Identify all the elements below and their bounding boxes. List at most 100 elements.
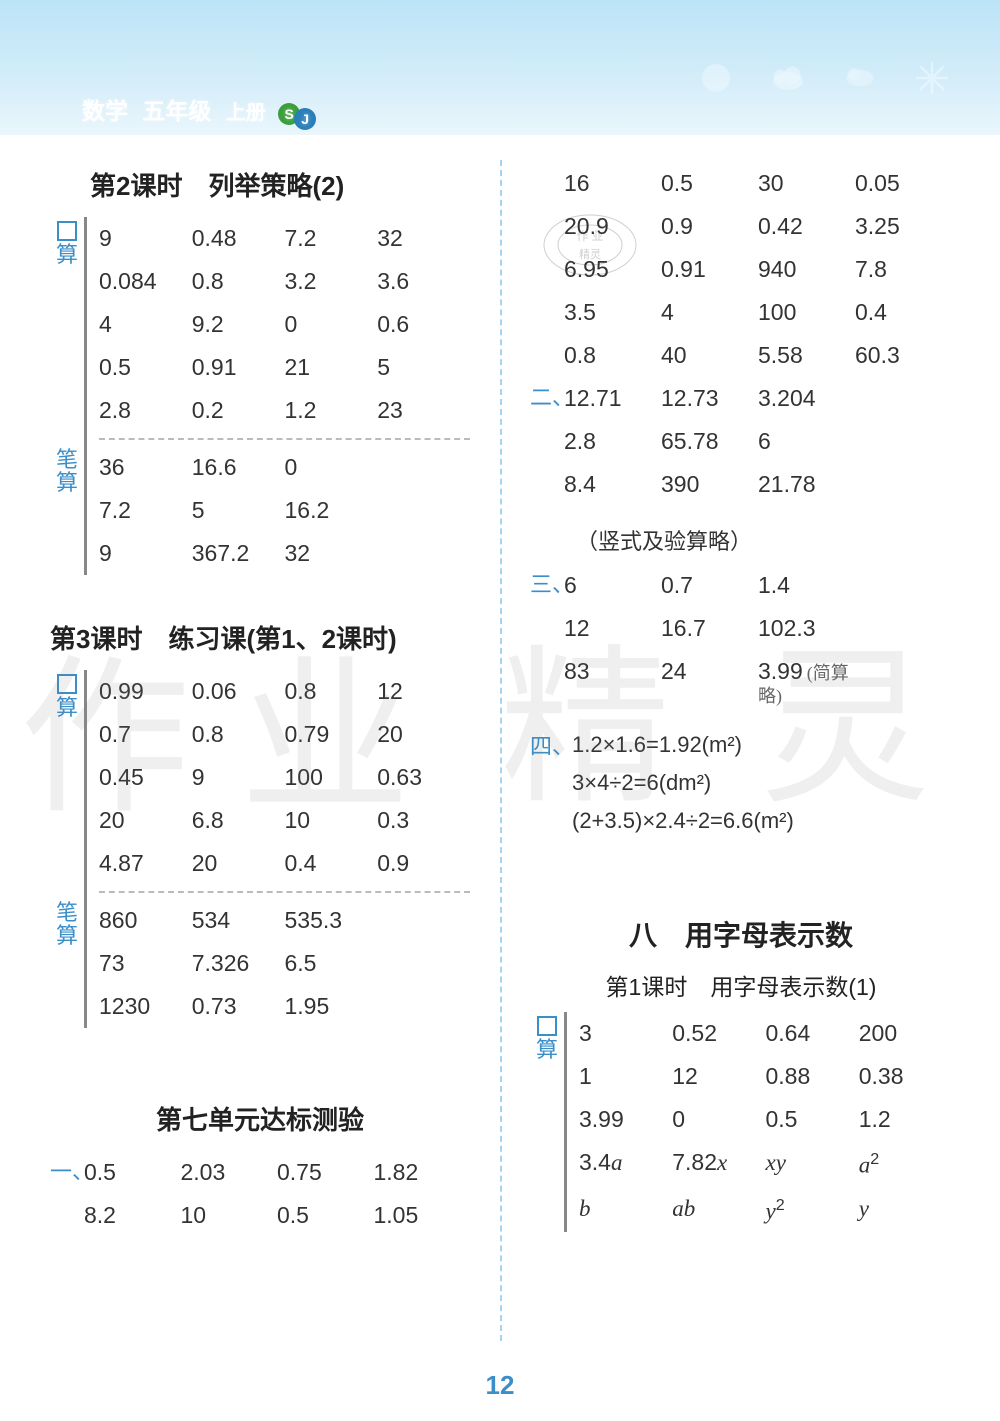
kousuan-label: 算 (50, 217, 84, 446)
question-2-block: 二、 12.7112.733.204 2.865.786 8.439021.78 (530, 377, 952, 506)
cell: 3.204 (758, 387, 855, 410)
cell: 200 (859, 1022, 952, 1045)
unit7-q1-block: 一、 0.52.030.751.82 8.2100.51.05 (50, 1151, 470, 1237)
cell: 8.2 (84, 1204, 181, 1227)
cell: 2.8 (99, 399, 192, 422)
bisuan-label: 笔 算 (50, 899, 84, 1028)
cell: 9 (192, 766, 285, 789)
cell: 100 (758, 301, 855, 324)
cell: 0.79 (285, 723, 378, 746)
table-row: 83243.99(简算略) (564, 650, 952, 716)
question-4-equations: 1.2×1.6=1.92(m²) 3×4÷2=6(dm²) (2+3.5)×2.… (564, 726, 952, 840)
lesson2-title: 第2课时 列举策略(2) (50, 166, 470, 203)
table-row: 0.50.91215 (99, 346, 470, 389)
cell: 7.326 (192, 952, 285, 975)
table-row: 860534535.3 (99, 899, 470, 942)
cell (855, 430, 952, 453)
table-row: 6.950.919407.8 (564, 248, 952, 291)
bisuan-char2: 算 (56, 471, 78, 494)
cell: 0.8 (564, 344, 661, 367)
cloud-icon (770, 60, 806, 96)
table-row: 0.0840.83.23.6 (99, 260, 470, 303)
cell: 0.5 (661, 172, 758, 195)
cell: 16.6 (192, 456, 285, 479)
cell: 83 (564, 660, 661, 706)
cell: 1.82 (374, 1161, 471, 1184)
cell: 0.5 (99, 356, 192, 379)
cell: 0.73 (192, 995, 285, 1018)
table-row: 30.520.64200 (579, 1012, 952, 1055)
unit7-q1-grid: 0.52.030.751.82 8.2100.51.05 (84, 1151, 470, 1237)
cell: 1.2 (859, 1108, 952, 1131)
cell: 40 (661, 344, 758, 367)
lesson3-kousuan-block: 算 0.990.060.812 0.70.80.7920 0.4591000.6… (50, 670, 470, 899)
table-row: 9367.232 (99, 532, 470, 575)
cell: 0.48 (192, 227, 285, 250)
kousuan-char: 算 (56, 696, 78, 719)
box-icon (57, 221, 77, 241)
cell: 20 (192, 852, 285, 875)
question-2-grid: 12.7112.733.204 2.865.786 8.439021.78 (564, 377, 952, 506)
cell: 0.8 (192, 270, 285, 293)
unit8-lesson1-title: 第1课时 用字母表示数(1) (530, 968, 952, 1002)
cell: 4.87 (99, 852, 192, 875)
cell: 12 (672, 1065, 765, 1088)
table-row: 0.52.030.751.82 (84, 1151, 470, 1194)
equation-line: 1.2×1.6=1.92(m²) (564, 726, 952, 764)
cell: a2 (859, 1151, 952, 1177)
cell: 1230 (99, 995, 192, 1018)
question-3-grid: 60.71.4 1216.7102.3 83243.99(简算略) (564, 564, 952, 716)
cell: 16 (564, 172, 661, 195)
cell: 21.78 (758, 473, 855, 496)
cell-value: 3.99 (758, 658, 803, 684)
cell: 20 (99, 809, 192, 832)
table-row: 3.9900.51.2 (579, 1098, 952, 1141)
box-icon (57, 674, 77, 694)
cell: 5 (192, 499, 285, 522)
table-row: 206.8100.3 (99, 799, 470, 842)
table-row: 8.2100.51.05 (84, 1194, 470, 1237)
question-3-label: 三、 (530, 564, 564, 716)
table-row: 7.2516.2 (99, 489, 470, 532)
cell: 9 (99, 542, 192, 565)
table-row: 0.990.060.812 (99, 670, 470, 713)
bisuan-char1: 笔 (56, 901, 78, 924)
cell: 0.52 (672, 1022, 765, 1045)
question-4-label: 四、 (530, 726, 564, 840)
cell: y (859, 1197, 952, 1223)
question-2-note: （竖式及验算略） (530, 516, 952, 564)
table-row: 3616.60 (99, 446, 470, 489)
box-icon (537, 1016, 557, 1036)
volume-text: 上册 (226, 102, 266, 124)
cell: 0 (285, 313, 378, 336)
cell: 390 (661, 473, 758, 496)
cell: 7.82x (672, 1151, 765, 1177)
page-header: 数学 五年级 上册 S J (0, 0, 1000, 135)
cell: 8.4 (564, 473, 661, 496)
table-row: 2.865.786 (564, 420, 952, 463)
table-row: 160.5300.05 (564, 162, 952, 205)
cell: 535.3 (285, 909, 378, 932)
kousuan-char: 算 (536, 1038, 558, 1061)
cell: 0.99 (99, 680, 192, 703)
cell: xy (766, 1151, 859, 1177)
cloud-rain-icon (842, 60, 878, 96)
cell: 6.5 (285, 952, 378, 975)
cell (377, 909, 470, 932)
cell: 9 (99, 227, 192, 250)
kousuan-char: 算 (56, 243, 78, 266)
cell (377, 499, 470, 522)
question-2-label: 二、 (530, 377, 564, 506)
cell: 367.2 (192, 542, 285, 565)
bisuan-char2: 算 (56, 924, 78, 947)
cell: 0.7 (99, 723, 192, 746)
kousuan-label: 算 (530, 1012, 564, 1232)
cell: 9.2 (192, 313, 285, 336)
cell: 102.3 (758, 617, 855, 640)
question-1-label: 一、 (50, 1151, 84, 1237)
cell: 5.58 (758, 344, 855, 367)
cell: 0.5 (766, 1108, 859, 1131)
unit8-title: 八 用字母表示数 (530, 914, 952, 954)
table-row: 12300.731.95 (99, 985, 470, 1028)
cell: 1.4 (758, 574, 855, 597)
